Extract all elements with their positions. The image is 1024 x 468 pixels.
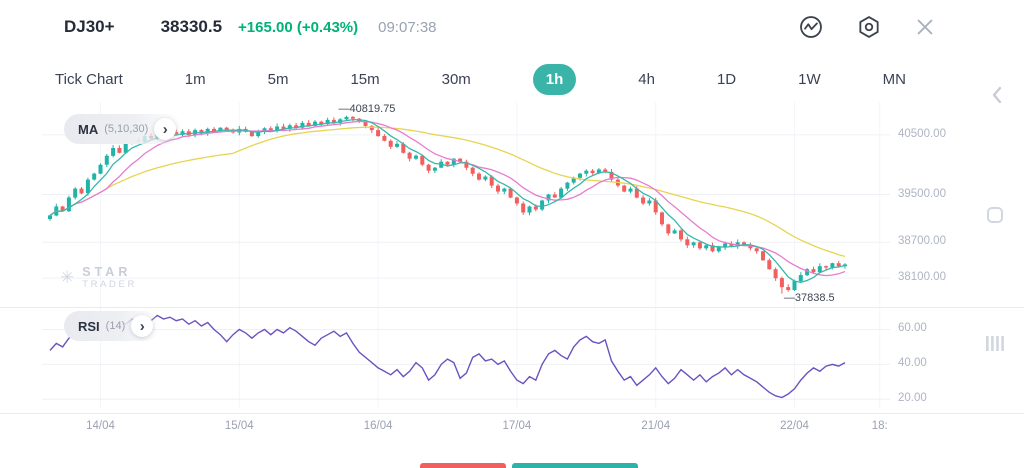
tab-1w[interactable]: 1W <box>798 70 821 88</box>
time-axis-label: 14/04 <box>86 420 115 432</box>
rsi-expand-chevron-icon[interactable]: › <box>131 315 154 337</box>
tab-tick-chart[interactable]: Tick Chart <box>55 70 123 88</box>
time-axis-label: 22/04 <box>780 420 809 432</box>
price-axis-label: 40500.00 <box>898 127 946 140</box>
close-icon[interactable] <box>914 16 936 38</box>
ma-params: (5,10,30) <box>104 123 149 135</box>
tab-30m[interactable]: 30m <box>441 70 471 88</box>
symbol-header: DJ30+ 38330.5 +165.00 (+0.43%) 09:07:38 <box>0 0 1024 54</box>
time-axis-label: 17/04 <box>502 420 532 432</box>
rsi-axis-label: 20.00 <box>898 392 927 405</box>
market-activity-icon[interactable] <box>798 14 824 40</box>
tab-1h[interactable]: 1h <box>532 63 577 95</box>
time-axis-label: 21/04 <box>641 420 671 432</box>
tab-5m[interactable]: 5m <box>267 70 289 88</box>
panel-divider <box>0 307 1024 308</box>
rsi-indicator-pill[interactable]: RSI (14) › <box>64 311 160 341</box>
rsi-label: RSI <box>78 318 100 334</box>
ma-indicator-pill[interactable]: MA (5,10,30) › <box>64 114 183 144</box>
symbol-name[interactable]: DJ30+ <box>64 17 115 36</box>
server-time: 09:07:38 <box>378 18 437 36</box>
tab-15m[interactable]: 15m <box>350 70 380 88</box>
ma-expand-chevron-icon[interactable]: › <box>154 118 177 140</box>
collapse-panel-chevron-icon[interactable] <box>990 86 1004 104</box>
last-price: 38330.5 <box>160 17 223 36</box>
price-axis-label: 39500.00 <box>898 187 946 200</box>
rsi-params: (14) <box>105 320 126 332</box>
time-axis-label: 16/04 <box>363 420 393 432</box>
price-chart-canvas[interactable] <box>0 0 910 440</box>
rsi-axis-label: 40.00 <box>898 357 927 370</box>
header-actions <box>798 14 1024 40</box>
axis-divider <box>0 413 1024 414</box>
buy-button-partial[interactable] <box>512 463 638 468</box>
time-axis-label: 15/04 <box>224 420 254 432</box>
settings-icon[interactable] <box>856 14 882 40</box>
chart-area[interactable] <box>0 96 1024 468</box>
tab-1d[interactable]: 1D <box>716 70 737 88</box>
rsi-axis-label: 60.00 <box>898 322 927 335</box>
order-queue-icon[interactable] <box>986 336 1004 351</box>
tab-4h[interactable]: 4h <box>638 70 655 88</box>
timeframe-tabs: Tick Chart 1m 5m 15m 30m 1h 4h 1D 1W MN <box>55 61 906 97</box>
star-trader-logo-icon: ✳ <box>60 268 75 287</box>
price-change: +165.00 (+0.43%) <box>238 18 359 36</box>
watermark-subtitle: TRADER <box>82 279 137 290</box>
tab-1m[interactable]: 1m <box>184 70 206 88</box>
broker-watermark: ✳ STAR TRADER <box>60 265 137 291</box>
window-icon[interactable] <box>986 206 1004 224</box>
low-price-annotation: —37838.5 <box>783 291 835 304</box>
sell-button-partial[interactable] <box>420 463 506 468</box>
tab-mn[interactable]: MN <box>882 70 906 88</box>
high-price-annotation: —40819.75 <box>338 102 396 115</box>
ma-label: MA <box>78 121 99 137</box>
price-axis-label: 38700.00 <box>898 235 946 248</box>
time-axis-label: 18: <box>871 420 888 432</box>
price-axis-label: 38100.00 <box>898 271 946 284</box>
watermark-title: STAR <box>82 265 132 279</box>
